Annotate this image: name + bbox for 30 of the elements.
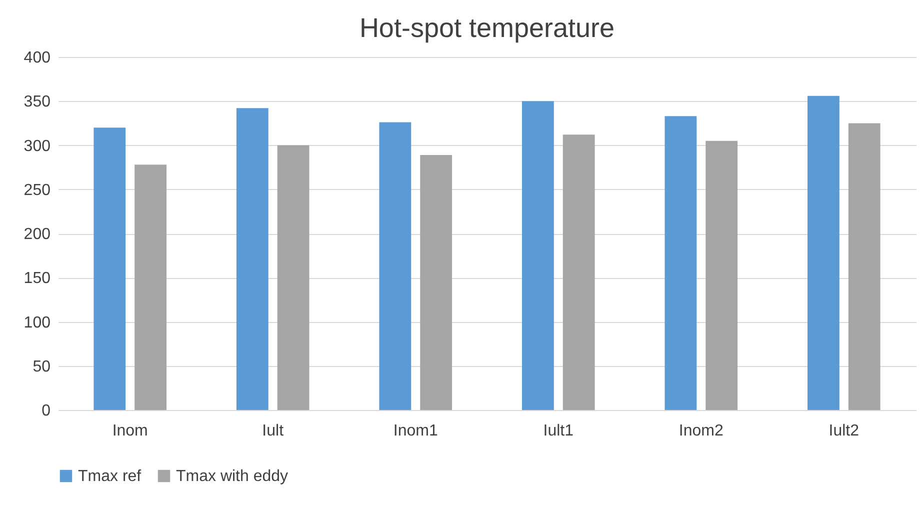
x-tick-label: Iult2: [828, 422, 860, 440]
bar: [706, 140, 738, 410]
x-tick-label: Inom: [112, 422, 148, 440]
bar: [848, 123, 880, 410]
x-tick-label: Inom2: [678, 422, 724, 440]
bar: [522, 101, 554, 410]
bar: [420, 154, 452, 410]
bar: [134, 164, 166, 410]
x-tick-label: Iult1: [543, 422, 574, 440]
x-tick-label: Iult: [262, 422, 284, 440]
chart-title: Hot-spot temperature: [359, 13, 615, 43]
bar: [94, 128, 126, 410]
y-tick-label: 50: [32, 358, 51, 376]
bar: [277, 145, 310, 410]
y-tick-label: 400: [24, 50, 51, 66]
y-tick-label: 250: [24, 182, 51, 199]
y-tick-label: 200: [24, 226, 51, 243]
bar: [664, 116, 697, 410]
y-tick-label: 100: [24, 314, 51, 332]
legend-label: Tmax with eddy: [176, 468, 288, 485]
x-tick-label: Inom1: [393, 422, 438, 440]
y-tick-label: 300: [24, 138, 51, 155]
y-tick-label: 0: [42, 402, 51, 420]
legend-label: Tmax ref: [78, 468, 142, 485]
y-tick-label: 350: [24, 94, 51, 111]
bar: [808, 96, 840, 410]
bar: [379, 122, 412, 410]
bar: [236, 108, 268, 410]
bar: [562, 134, 595, 410]
y-tick-label: 150: [24, 270, 51, 288]
